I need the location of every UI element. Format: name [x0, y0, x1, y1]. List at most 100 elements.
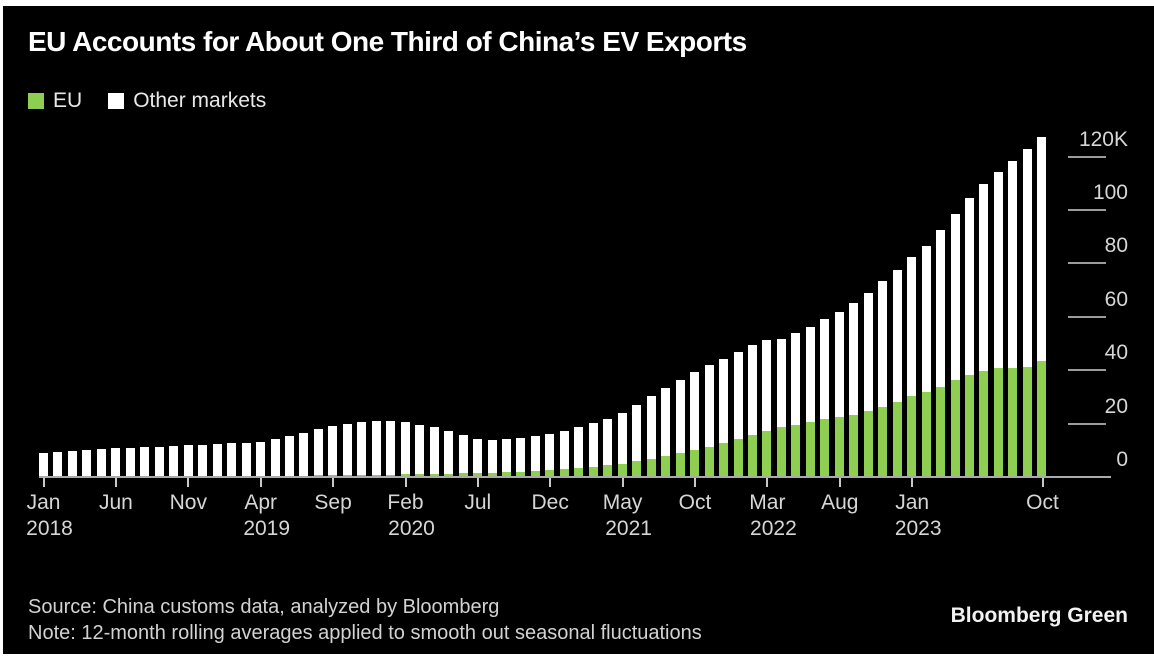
bar-jun-2019: [284, 436, 294, 476]
y-tick-label: 100: [1092, 181, 1128, 204]
x-tick-label: Nov: [169, 491, 207, 514]
bar-aug-2023: [1008, 160, 1018, 476]
bar-eu-segment: [892, 401, 902, 476]
bar-jan-2020: [386, 420, 396, 476]
bar-sep-2021: [675, 379, 685, 476]
bar-eu-segment: [342, 475, 352, 476]
x-tick-label: Apr: [244, 491, 278, 514]
bar-apr-2022: [776, 338, 786, 476]
bar-oct-2021: [690, 372, 700, 476]
x-tick-mark: [114, 478, 117, 487]
x-year-label: 2022: [750, 517, 797, 540]
y-tick-label: 60: [1104, 287, 1128, 311]
bar-eu-segment: [400, 474, 410, 476]
legend-label-other-markets: Other markets: [133, 89, 267, 112]
bar-eu-segment: [979, 370, 989, 476]
bar-eu-segment: [719, 442, 729, 476]
y-tick-mark: [1068, 422, 1106, 425]
bar-eu-segment: [284, 475, 294, 476]
bar-jul-2020: [473, 438, 483, 476]
y-tick-mark: [1068, 262, 1106, 265]
bar-jun-2023: [979, 183, 989, 476]
bar-sep-2019: [328, 425, 338, 476]
bar-eu-segment: [458, 473, 468, 476]
x-tick-mark: [621, 478, 624, 487]
x-year-label: 2018: [26, 517, 73, 540]
y-tick-mark: [1068, 209, 1106, 211]
bar-eu-segment: [733, 438, 743, 476]
y-tick-label: 80: [1104, 234, 1128, 258]
x-year-label: 2023: [894, 517, 942, 540]
bar-eu-segment: [386, 474, 396, 476]
x-tick-label: Jun: [98, 491, 133, 514]
bar-eu-segment: [646, 458, 656, 476]
bar-aug-2021: [661, 387, 671, 476]
bar-nov-2021: [704, 365, 714, 476]
bar-apr-2020: [429, 427, 439, 476]
x-tick-mark: [187, 478, 190, 487]
bar-eu-segment: [357, 475, 367, 476]
bar-eu-segment: [762, 430, 772, 476]
bar-sep-2022: [849, 302, 859, 476]
x-tick-mark: [42, 478, 45, 487]
bar-eu-segment: [805, 421, 815, 476]
x-tick-mark: [911, 478, 914, 487]
bar-jan-2023: [907, 257, 917, 476]
y-tick-label: 20: [1104, 394, 1128, 418]
x-tick-label: Jan: [26, 491, 61, 514]
bar-eu-segment: [1008, 367, 1018, 476]
bar-eu-segment: [429, 473, 439, 476]
bar-eu-segment: [661, 456, 671, 476]
bar-apr-2023: [950, 214, 960, 476]
bar-jul-2018: [125, 447, 135, 476]
bar-feb-2019: [227, 443, 237, 476]
bar-sep-2020: [502, 439, 511, 476]
bar-eu-segment: [574, 468, 584, 476]
bar-nov-2019: [357, 422, 367, 476]
bar-eu-segment: [965, 374, 974, 476]
bar-eu-segment: [1037, 361, 1047, 476]
bar-jul-2021: [646, 396, 656, 476]
y-tick-label: 120K: [1078, 127, 1128, 151]
x-tick-label: Jul: [464, 491, 492, 514]
bar-sep-2018: [154, 446, 164, 476]
bar-eu-segment: [675, 453, 685, 476]
x-tick-label: Sep: [314, 491, 352, 514]
bar-chart-plot-area: [39, 124, 1047, 476]
bar-oct-2023: [1037, 136, 1047, 476]
bar-oct-2022: [863, 293, 873, 476]
bar-aug-2019: [313, 429, 323, 476]
bar-eu-segment: [907, 395, 917, 476]
bar-eu-segment: [371, 474, 381, 476]
bar-eu-segment: [502, 472, 511, 476]
bar-eu-segment: [313, 475, 323, 476]
bar-eu-segment: [936, 386, 946, 476]
bar-aug-2022: [834, 311, 844, 476]
y-tick-label: 0: [1116, 448, 1128, 471]
bar-jan-2019: [212, 444, 222, 476]
bar-jun-2021: [632, 405, 642, 476]
bar-eu-segment: [603, 465, 613, 476]
x-tick-label: Aug: [821, 491, 859, 514]
bar-eu-segment: [328, 475, 338, 476]
bar-eu-segment: [1022, 366, 1032, 476]
bar-nov-2020: [530, 436, 540, 476]
bar-eu-segment: [820, 419, 830, 476]
bar-nov-2018: [183, 445, 193, 476]
x-tick-label: Mar: [749, 491, 786, 514]
bar-aug-2020: [487, 440, 497, 476]
bar-dec-2020: [545, 434, 555, 476]
bar-eu-segment: [993, 367, 1003, 476]
bar-feb-2020: [400, 421, 410, 476]
bar-dec-2021: [719, 358, 729, 476]
bar-mar-2023: [936, 230, 946, 476]
bar-eu-segment: [632, 461, 642, 476]
bar-mar-2021: [588, 422, 598, 476]
x-tick-mark: [332, 478, 335, 487]
bar-eu-segment: [545, 470, 555, 476]
page-title: EU Accounts for About One Third of China…: [28, 26, 747, 57]
bar-eu-segment: [747, 434, 757, 476]
bar-eu-segment: [704, 446, 714, 476]
x-year-label: 2019: [243, 517, 291, 540]
bar-eu-segment: [473, 473, 483, 476]
